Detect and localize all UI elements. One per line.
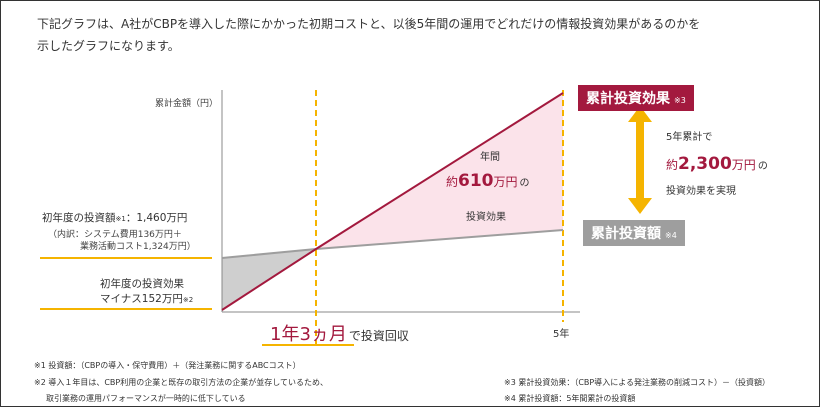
total-bottom: 投資効果を実現 xyxy=(666,186,736,197)
badge-cumulative-investment: 累計投資額 ※4 xyxy=(583,220,685,246)
annual-value-label: 約610万円の xyxy=(446,171,530,191)
intro-line-1: 下記グラフは、A社がCBPを導入した際にかかった初期コストと、以後5年間の運用で… xyxy=(37,17,701,31)
payback-text: で投資回収 xyxy=(348,329,409,343)
range-arrow-head-down xyxy=(628,198,652,214)
footnote-4: ※4 累計投資額：5年間累計の投資額 xyxy=(504,394,636,403)
initial-invest-detail-2: 業務活動コスト1,324万円） xyxy=(80,242,196,252)
annual-bottom: 投資効果 xyxy=(466,212,506,223)
footnote-2a: ※2 導入１年目は、CBP利用の企業と既存の取引方法の企業が並存しているため、 xyxy=(34,378,328,387)
payback-highlight: 1年3ヵ月 xyxy=(270,324,347,345)
initial-effect-line-1: 初年度の投資効果 xyxy=(100,278,184,290)
initial-invest-label: 初年度の投資額※1：1,460万円 xyxy=(42,212,188,224)
footnote-1: ※1 投資額：（CBPの導入・保守費用）＋（発注業務に関するABCコスト） xyxy=(34,361,301,370)
total-value-label: 約2,300万円の xyxy=(666,154,768,174)
x-tick-5y: 5年 xyxy=(553,329,570,340)
total-top: 5年累計で xyxy=(666,132,713,143)
payback-label: 1年3ヵ月 で投資回収 xyxy=(270,320,409,346)
intro-line-2: 示したグラフになります。 xyxy=(37,39,180,53)
range-arrow-shaft xyxy=(636,118,644,202)
initial-effect-line-2: マイナス152万円※2 xyxy=(100,293,194,305)
initial-invest-detail-1: （内訳：システム費用136万円＋ xyxy=(48,230,182,240)
y-axis-label: 累計金額（円） xyxy=(155,99,219,109)
footnote-3: ※3 累計投資効果：（CBP導入による発注業務の削減コスト）－（投資額） xyxy=(504,378,770,387)
series-line-cumulative-effect xyxy=(221,92,564,311)
badge-cumulative-effect: 累計投資効果 ※3 xyxy=(578,85,694,111)
range-arrow-head-up xyxy=(628,106,652,122)
footnote-2b: 取引業務の運用パフォーマンスが一時的に低下している xyxy=(46,394,246,403)
annual-top: 年間 xyxy=(480,152,500,163)
